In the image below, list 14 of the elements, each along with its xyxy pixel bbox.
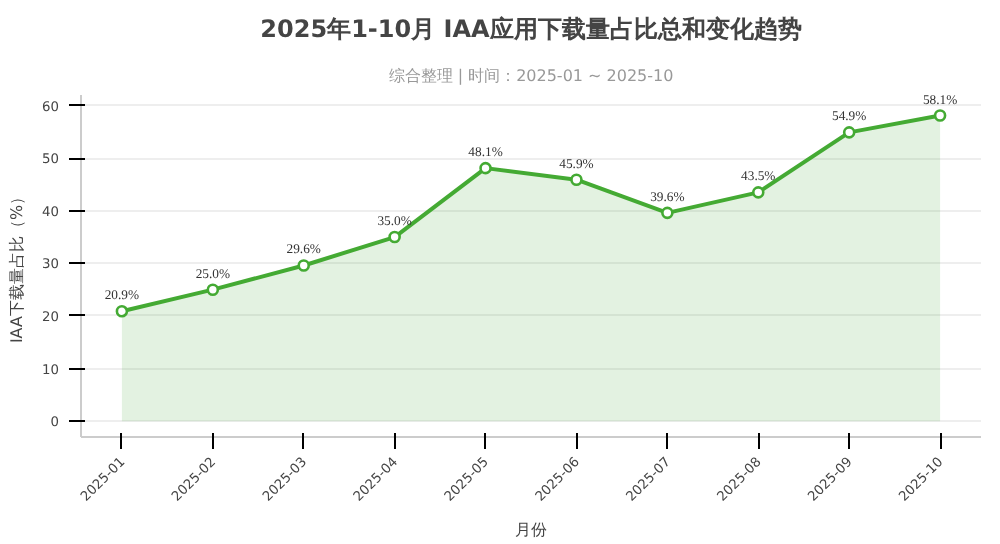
point (479, 161, 492, 175)
point (933, 109, 947, 122)
point (751, 186, 765, 199)
chart-subtitle: 综合整理 | 时间：2025-01 ~ 2025-10 (388, 67, 674, 85)
point (206, 283, 220, 296)
point (661, 206, 674, 220)
y-axis-title: IAA下载量占比（%） (8, 188, 27, 344)
point (115, 304, 129, 318)
chart-title: 2025年1-10月 IAA应用下载量占比总和变化趋势 (260, 15, 802, 43)
point (570, 173, 583, 186)
x-axis-title: 月份 (515, 521, 547, 540)
point (388, 230, 401, 244)
point (842, 126, 856, 139)
point (297, 259, 311, 272)
